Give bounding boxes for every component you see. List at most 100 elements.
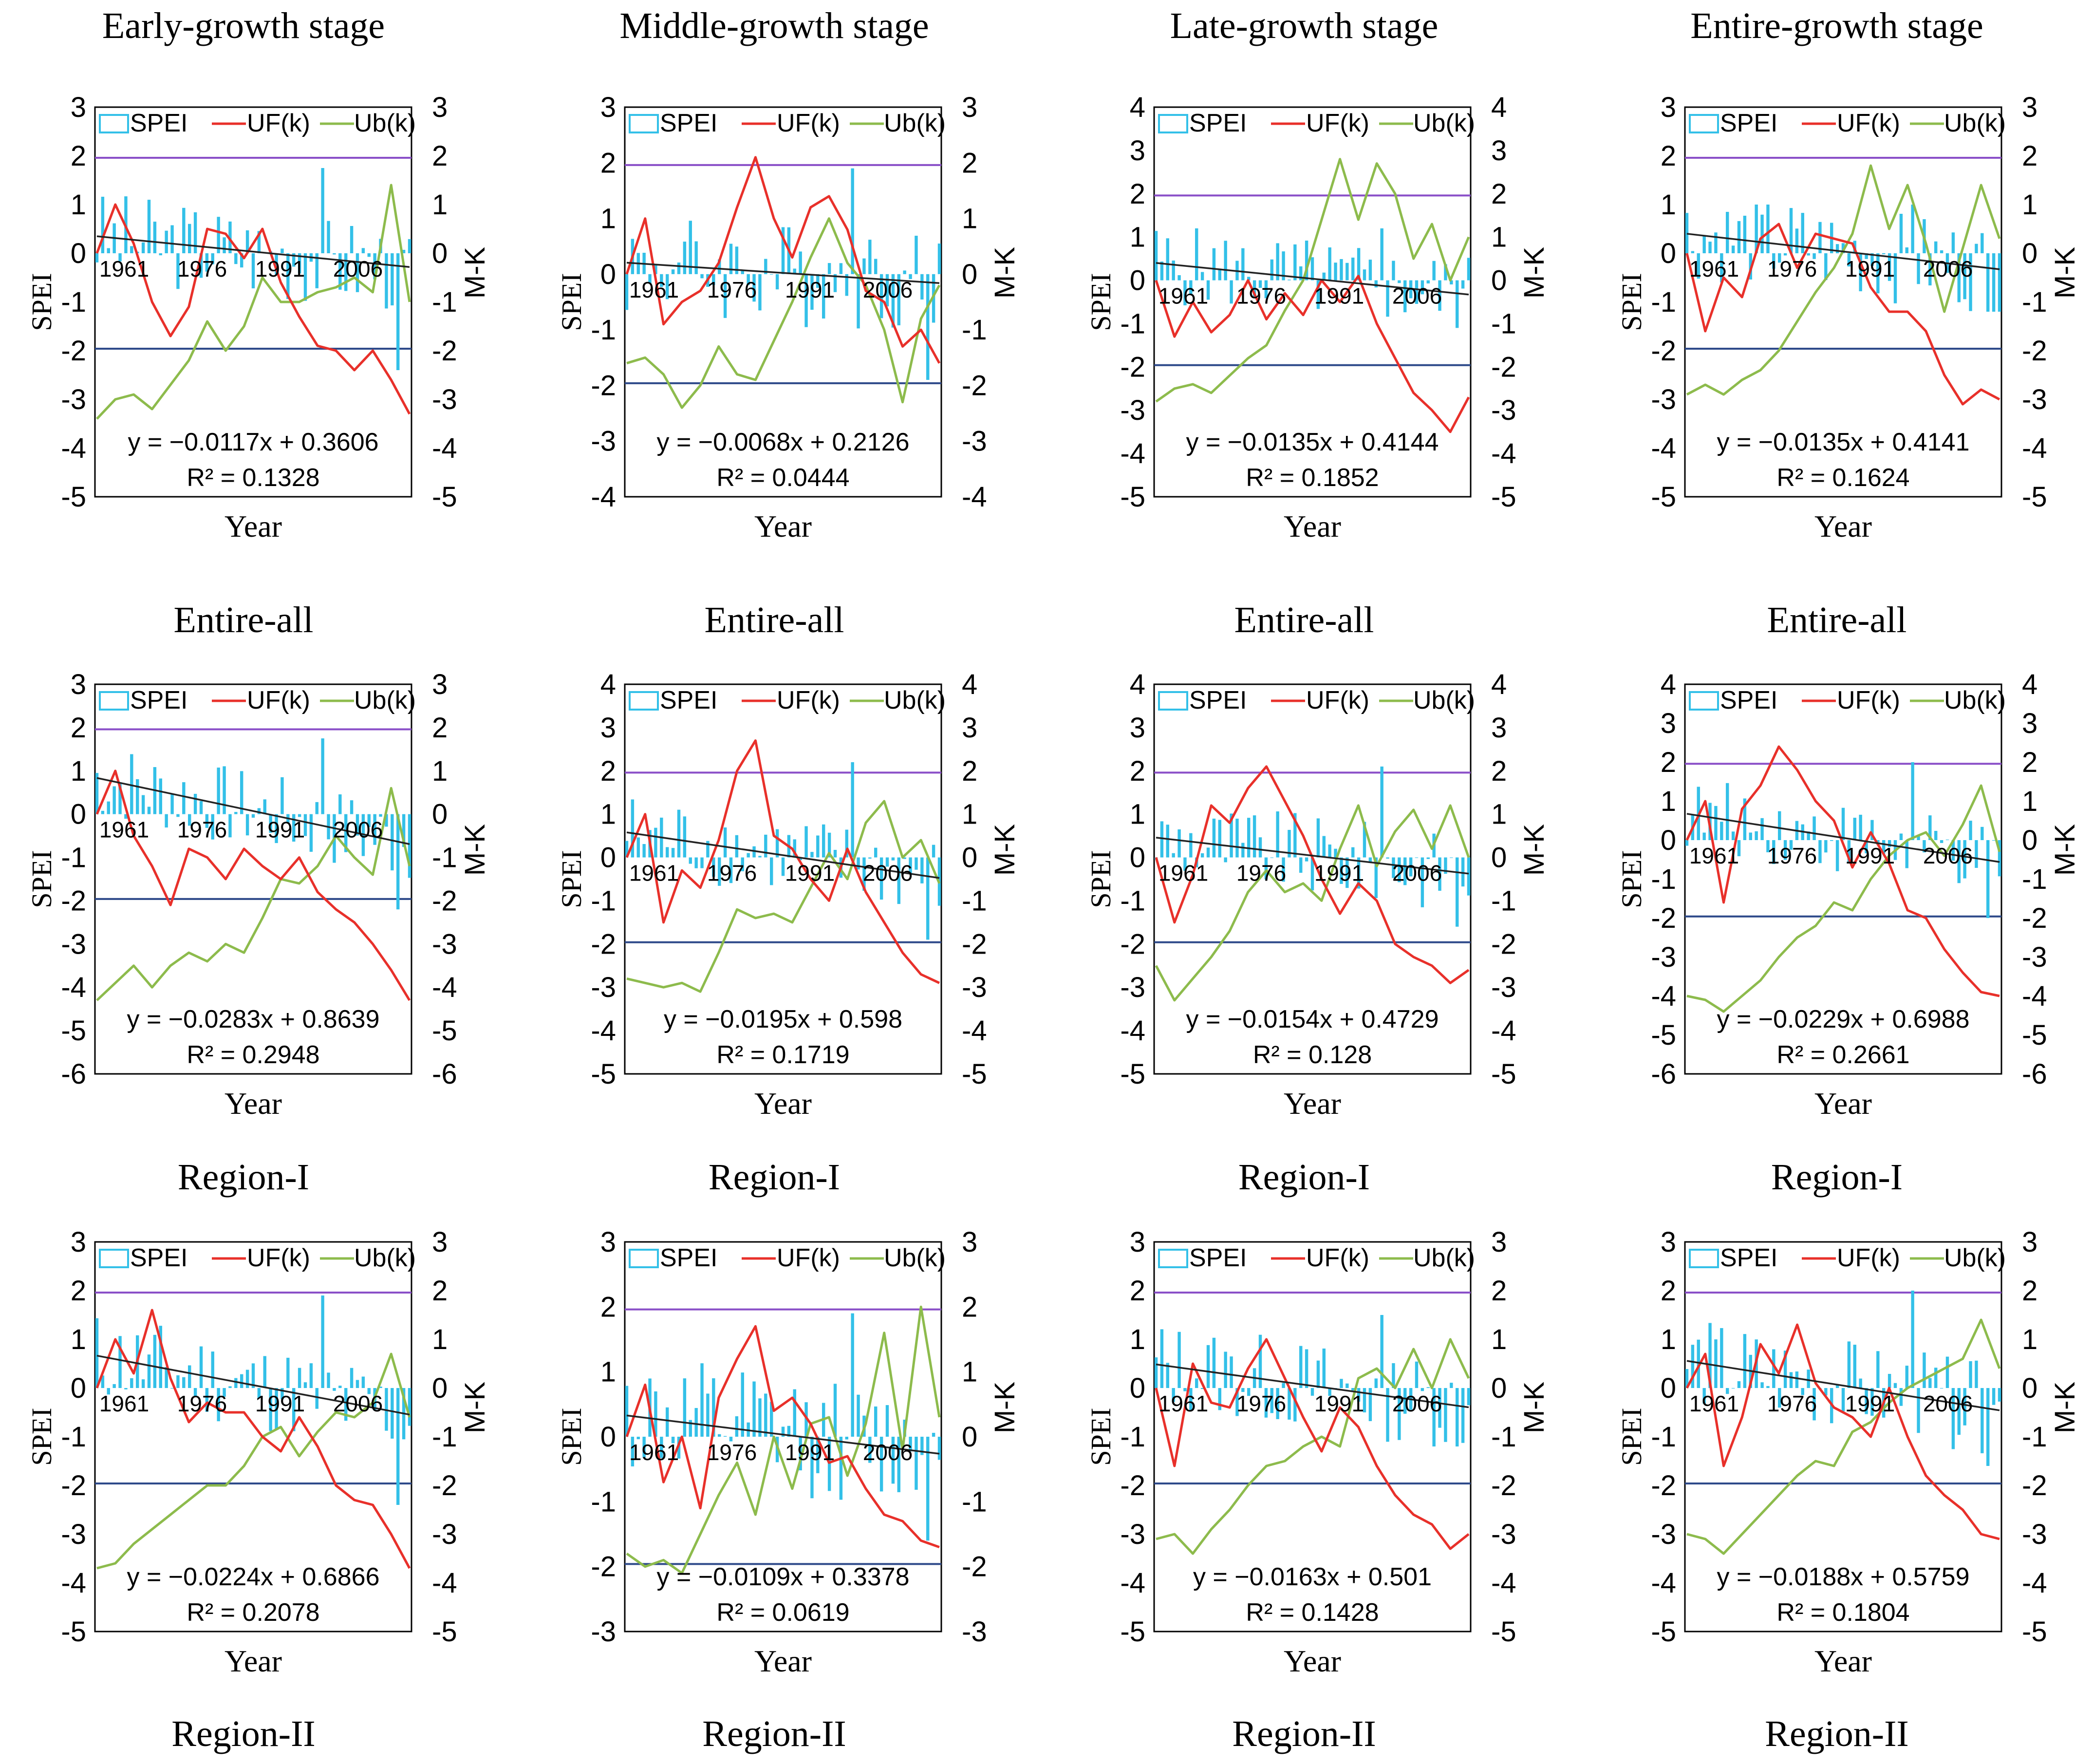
x-tick-label: 1991 [1314, 283, 1364, 309]
legend-label-ub: Ub(k) [884, 109, 946, 137]
spei-bar [1789, 208, 1793, 253]
spei-bar [1432, 1388, 1436, 1446]
y-tick-label: -5 [1651, 1616, 1676, 1648]
y2-axis-label: M-K [989, 1382, 1021, 1434]
spei-bar [263, 799, 266, 814]
x-tick-label: 1991 [785, 1440, 835, 1465]
spei-bar [223, 237, 226, 253]
spei-bar [408, 1388, 411, 1426]
y2-axis-label: M-K [459, 247, 491, 299]
spei-bar [1438, 857, 1441, 891]
y2-tick-label: -3 [962, 972, 987, 1003]
spei-bar [1299, 266, 1303, 281]
spei-bar [1426, 1387, 1430, 1388]
spei-bar [350, 800, 354, 814]
trend-line [1686, 233, 2000, 270]
y2-tick-label: -5 [432, 481, 457, 513]
y-tick-label: -1 [1120, 308, 1145, 339]
y-tick-label: -2 [591, 370, 616, 401]
y2-tick-label: -4 [432, 972, 457, 1003]
spei-bar [1708, 1323, 1712, 1388]
y2-tick-label: 3 [962, 712, 977, 744]
legend-label-spei: SPEI [1189, 109, 1247, 137]
y2-tick-label: 1 [432, 1324, 448, 1355]
spei-bar [159, 778, 162, 814]
panel-caption: Entire-all [1234, 600, 1374, 640]
ub-k-line [626, 217, 941, 409]
spei-bar [625, 1386, 629, 1437]
spei-bar [694, 241, 698, 274]
y2-tick-label: -2 [1491, 928, 1516, 960]
x-tick-label: 1961 [1159, 861, 1208, 886]
y2-axis-label: M-K [1518, 824, 1550, 876]
spei-bar [1870, 820, 1874, 840]
r-squared-label: R² = 0.1624 [1776, 464, 1909, 492]
spei-bar [827, 263, 831, 274]
chart-panel-r3-c1: 1961 1976 1991 2006 -5 -5 -4 -4 -3 -3 -2 -2 -1 -1 0 0 1 1… [26, 1226, 491, 1754]
y-tick-label: -6 [1651, 1058, 1676, 1090]
spei-bar [315, 802, 318, 814]
spei-bar [1981, 233, 1984, 253]
spei-bar [1865, 1388, 1868, 1414]
spei-bar [379, 1387, 382, 1388]
spei-bar [810, 1437, 814, 1499]
spei-bar [1824, 1388, 1828, 1396]
chart-panel-r2-c2: 1961 1976 1991 2006 -5 -5 -4 -4 -3 -3 -2 -2 -1 -1 0 0 1 1… [556, 669, 1021, 1198]
legend-label-uf: UF(k) [247, 1244, 310, 1272]
y2-axis-label: M-K [2049, 247, 2081, 299]
spei-bar [625, 274, 629, 310]
x-tick-label: 2006 [1392, 283, 1442, 309]
y2-tick-label: -1 [1491, 308, 1516, 339]
spei-bar [1830, 840, 1833, 841]
y2-tick-label: -3 [432, 1519, 457, 1550]
spei-bar [764, 1393, 767, 1437]
spei-bar [321, 738, 324, 814]
y2-tick-label: 0 [962, 259, 977, 290]
x-tick-label: 1991 [255, 1391, 305, 1416]
spei-bar [1282, 251, 1285, 281]
x-tick-label: 1991 [255, 256, 305, 281]
spei-bar [1415, 1361, 1419, 1388]
spei-bar [1426, 857, 1430, 859]
spei-bar [1917, 253, 1920, 284]
panel-caption: Entire-all [705, 600, 844, 640]
y-axis-label: SPEI [556, 850, 587, 908]
spei-bar [1299, 857, 1303, 873]
y-tick-label: 1 [600, 1356, 616, 1388]
y2-tick-label: -4 [1491, 438, 1516, 469]
y2-tick-label: -2 [1491, 1470, 1516, 1501]
spei-bar [355, 814, 359, 836]
spei-bar [1334, 848, 1337, 858]
spei-bar [1189, 833, 1193, 858]
spei-bar [298, 253, 301, 274]
x-tick-label: 2006 [333, 256, 383, 281]
spei-bar [1963, 253, 1966, 300]
y2-axis-label: M-K [459, 1382, 491, 1434]
spei-bar [228, 814, 232, 838]
y-tick-label: -3 [1651, 1519, 1676, 1550]
regression-equation: y = −0.0195x + 0.598 [664, 1005, 902, 1033]
y-axis-label: SPEI [1616, 850, 1647, 908]
y-tick-label: -2 [1651, 902, 1676, 934]
trend-line [626, 262, 940, 284]
spei-bar [1807, 831, 1810, 840]
y2-axis-label: M-K [1518, 247, 1550, 299]
y2-tick-label: -4 [2022, 432, 2047, 464]
x-tick-label: 1976 [1236, 283, 1286, 309]
spei-bar [344, 253, 348, 291]
uf-k-line [1155, 765, 1470, 984]
legend-swatch-spei [1158, 691, 1188, 711]
r-squared-label: R² = 0.1328 [187, 464, 319, 492]
ub-k-line [96, 184, 411, 420]
legend-label-spei: SPEI [130, 109, 188, 137]
x-tick-label: 1976 [707, 861, 757, 886]
spei-bar [1346, 857, 1349, 888]
y2-tick-label: -4 [2022, 980, 2047, 1012]
spei-bar [1206, 280, 1210, 300]
spei-bar [1212, 248, 1216, 281]
spei-bar [1957, 253, 1961, 302]
y2-tick-label: -5 [1491, 481, 1516, 513]
spei-bar [1945, 1356, 1949, 1388]
spei-bar [350, 1368, 354, 1388]
spei-bar [1310, 257, 1314, 281]
